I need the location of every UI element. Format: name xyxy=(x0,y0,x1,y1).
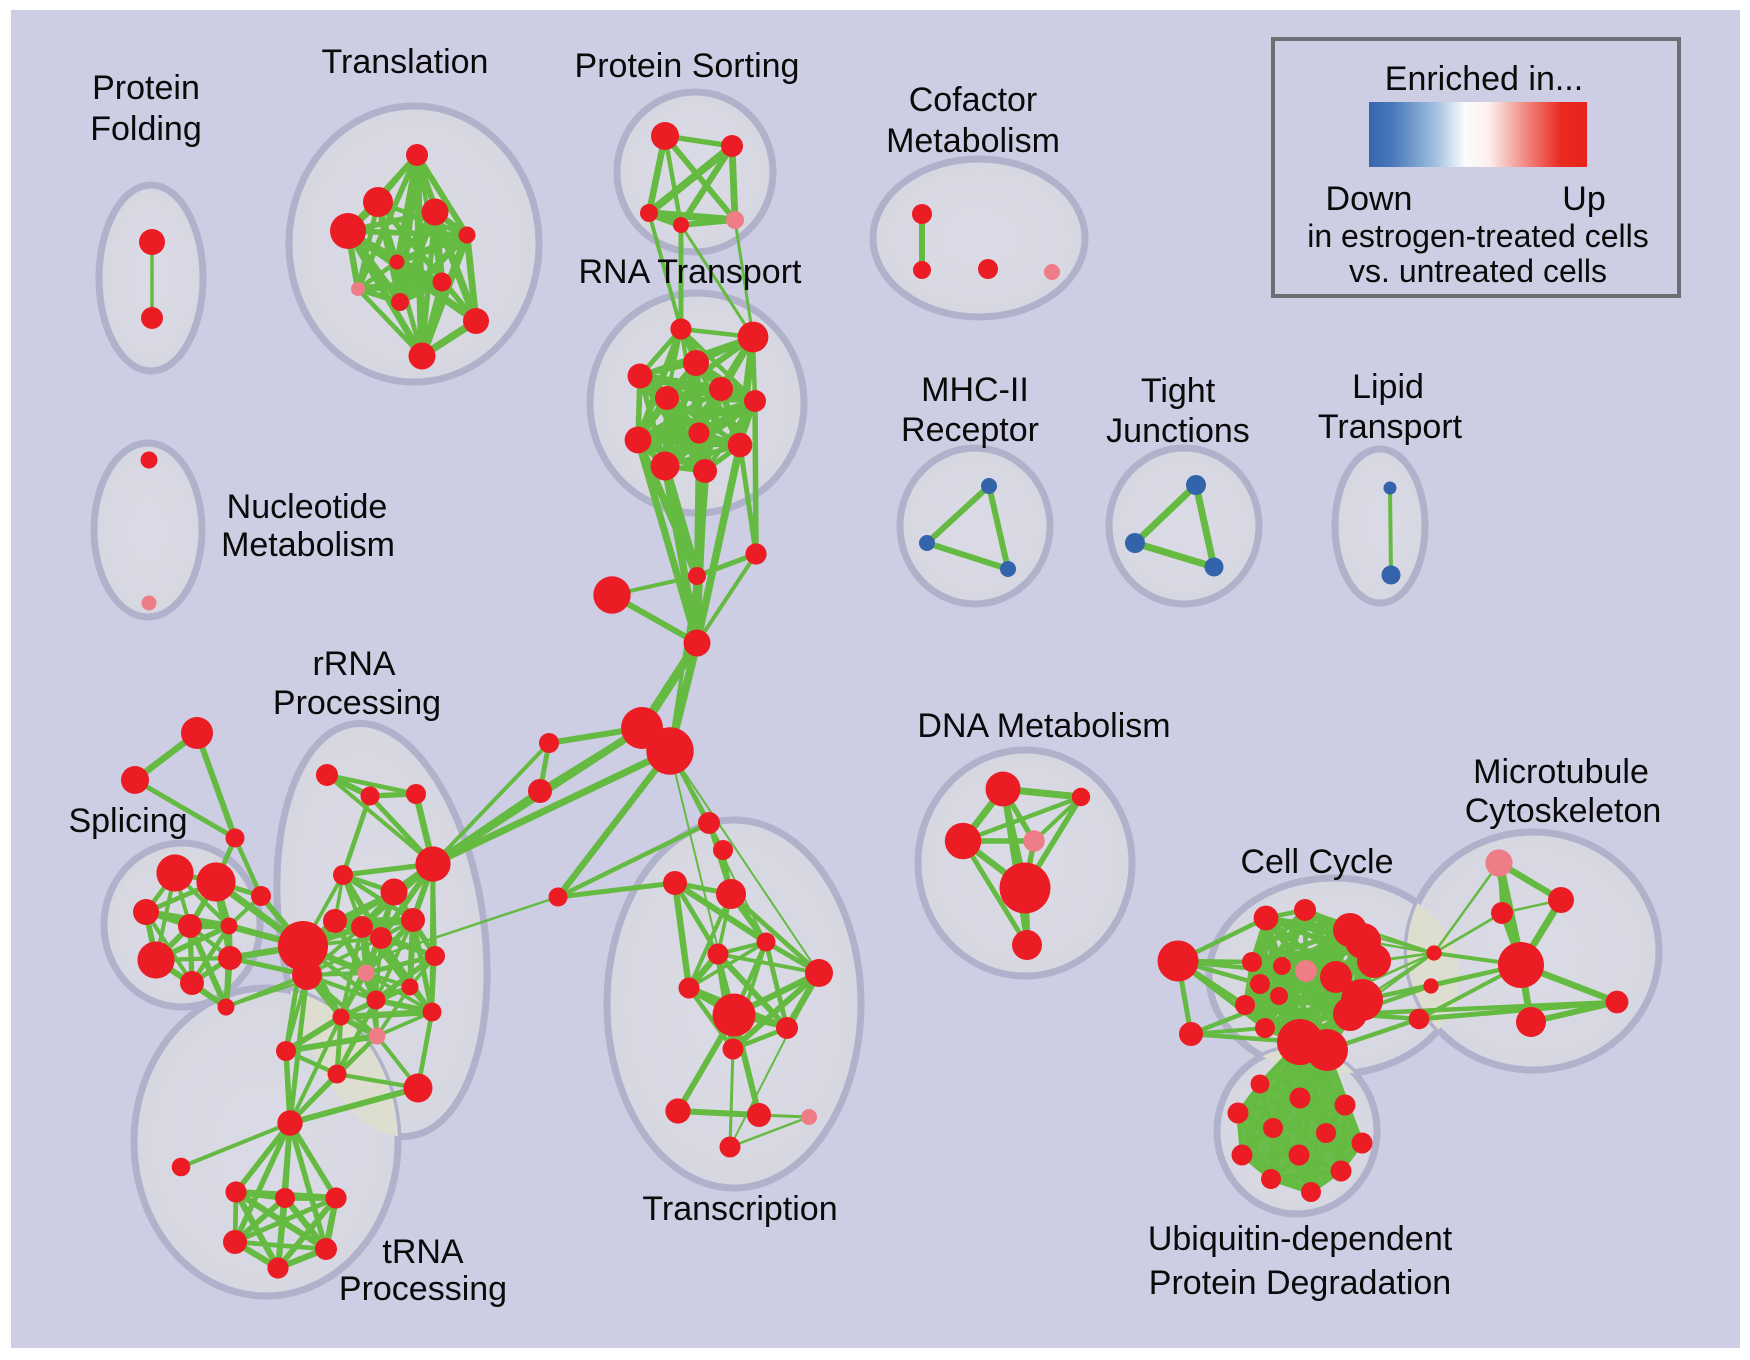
svg-text:Cofactor: Cofactor xyxy=(909,81,1038,119)
svg-text:DNA Metabolism: DNA Metabolism xyxy=(917,707,1170,745)
svg-text:Down: Down xyxy=(1326,180,1413,218)
svg-text:Splicing: Splicing xyxy=(68,802,187,840)
svg-text:Ubiquitin-dependent: Ubiquitin-dependent xyxy=(1148,1220,1453,1258)
svg-text:Processing: Processing xyxy=(339,1270,507,1308)
svg-text:Enriched in...: Enriched in... xyxy=(1385,60,1583,98)
svg-text:Cytoskeleton: Cytoskeleton xyxy=(1465,792,1662,830)
svg-text:Protein: Protein xyxy=(92,69,200,107)
svg-text:Cell Cycle: Cell Cycle xyxy=(1240,843,1393,881)
svg-text:vs. untreated cells: vs. untreated cells xyxy=(1349,253,1607,289)
svg-text:Junctions: Junctions xyxy=(1106,412,1250,450)
svg-text:MHC-II: MHC-II xyxy=(921,371,1029,409)
svg-text:RNA Transport: RNA Transport xyxy=(579,253,803,291)
svg-text:Metabolism: Metabolism xyxy=(886,122,1060,160)
svg-text:Metabolism: Metabolism xyxy=(221,526,395,564)
svg-text:tRNA: tRNA xyxy=(382,1233,464,1271)
svg-text:Transcription: Transcription xyxy=(642,1190,837,1228)
svg-text:Nucleotide: Nucleotide xyxy=(227,488,388,526)
svg-text:Lipid: Lipid xyxy=(1352,368,1424,406)
svg-text:Folding: Folding xyxy=(90,110,202,148)
svg-text:Protein Sorting: Protein Sorting xyxy=(575,47,800,85)
svg-text:Tight: Tight xyxy=(1141,372,1216,410)
svg-text:Protein Degradation: Protein Degradation xyxy=(1149,1264,1451,1302)
svg-text:Receptor: Receptor xyxy=(901,411,1039,449)
svg-text:rRNA: rRNA xyxy=(312,645,395,683)
svg-text:Up: Up xyxy=(1562,180,1605,218)
svg-text:Transport: Transport xyxy=(1318,408,1463,446)
svg-text:in estrogen-treated cells: in estrogen-treated cells xyxy=(1307,218,1649,254)
svg-text:Translation: Translation xyxy=(322,43,489,81)
svg-text:Processing: Processing xyxy=(273,684,441,722)
svg-text:Microtubule: Microtubule xyxy=(1473,753,1649,791)
